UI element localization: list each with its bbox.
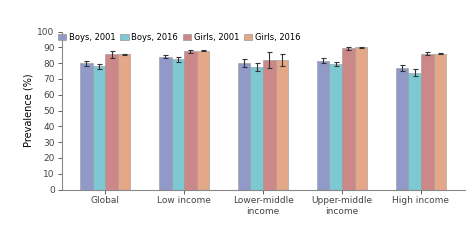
Bar bbox=[118, 54, 130, 190]
Bar bbox=[263, 60, 276, 190]
Bar bbox=[80, 63, 92, 190]
Bar bbox=[434, 54, 446, 190]
Bar bbox=[276, 60, 288, 190]
Bar bbox=[355, 47, 367, 190]
Bar bbox=[250, 67, 263, 190]
Bar bbox=[408, 73, 421, 190]
Legend: Boys, 2001, Boys, 2016, Girls, 2001, Girls, 2016: Boys, 2001, Boys, 2016, Girls, 2001, Gir… bbox=[58, 33, 301, 42]
Y-axis label: Prevalence (%): Prevalence (%) bbox=[23, 74, 33, 147]
Bar bbox=[329, 64, 342, 190]
Bar bbox=[238, 63, 250, 190]
Bar bbox=[92, 66, 105, 190]
Bar bbox=[184, 51, 197, 190]
Bar bbox=[197, 51, 210, 190]
Bar bbox=[105, 54, 118, 190]
Bar bbox=[421, 54, 434, 190]
Bar bbox=[342, 48, 355, 190]
Bar bbox=[172, 59, 184, 190]
Bar bbox=[396, 68, 408, 190]
Bar bbox=[159, 57, 172, 190]
Bar bbox=[317, 61, 329, 190]
